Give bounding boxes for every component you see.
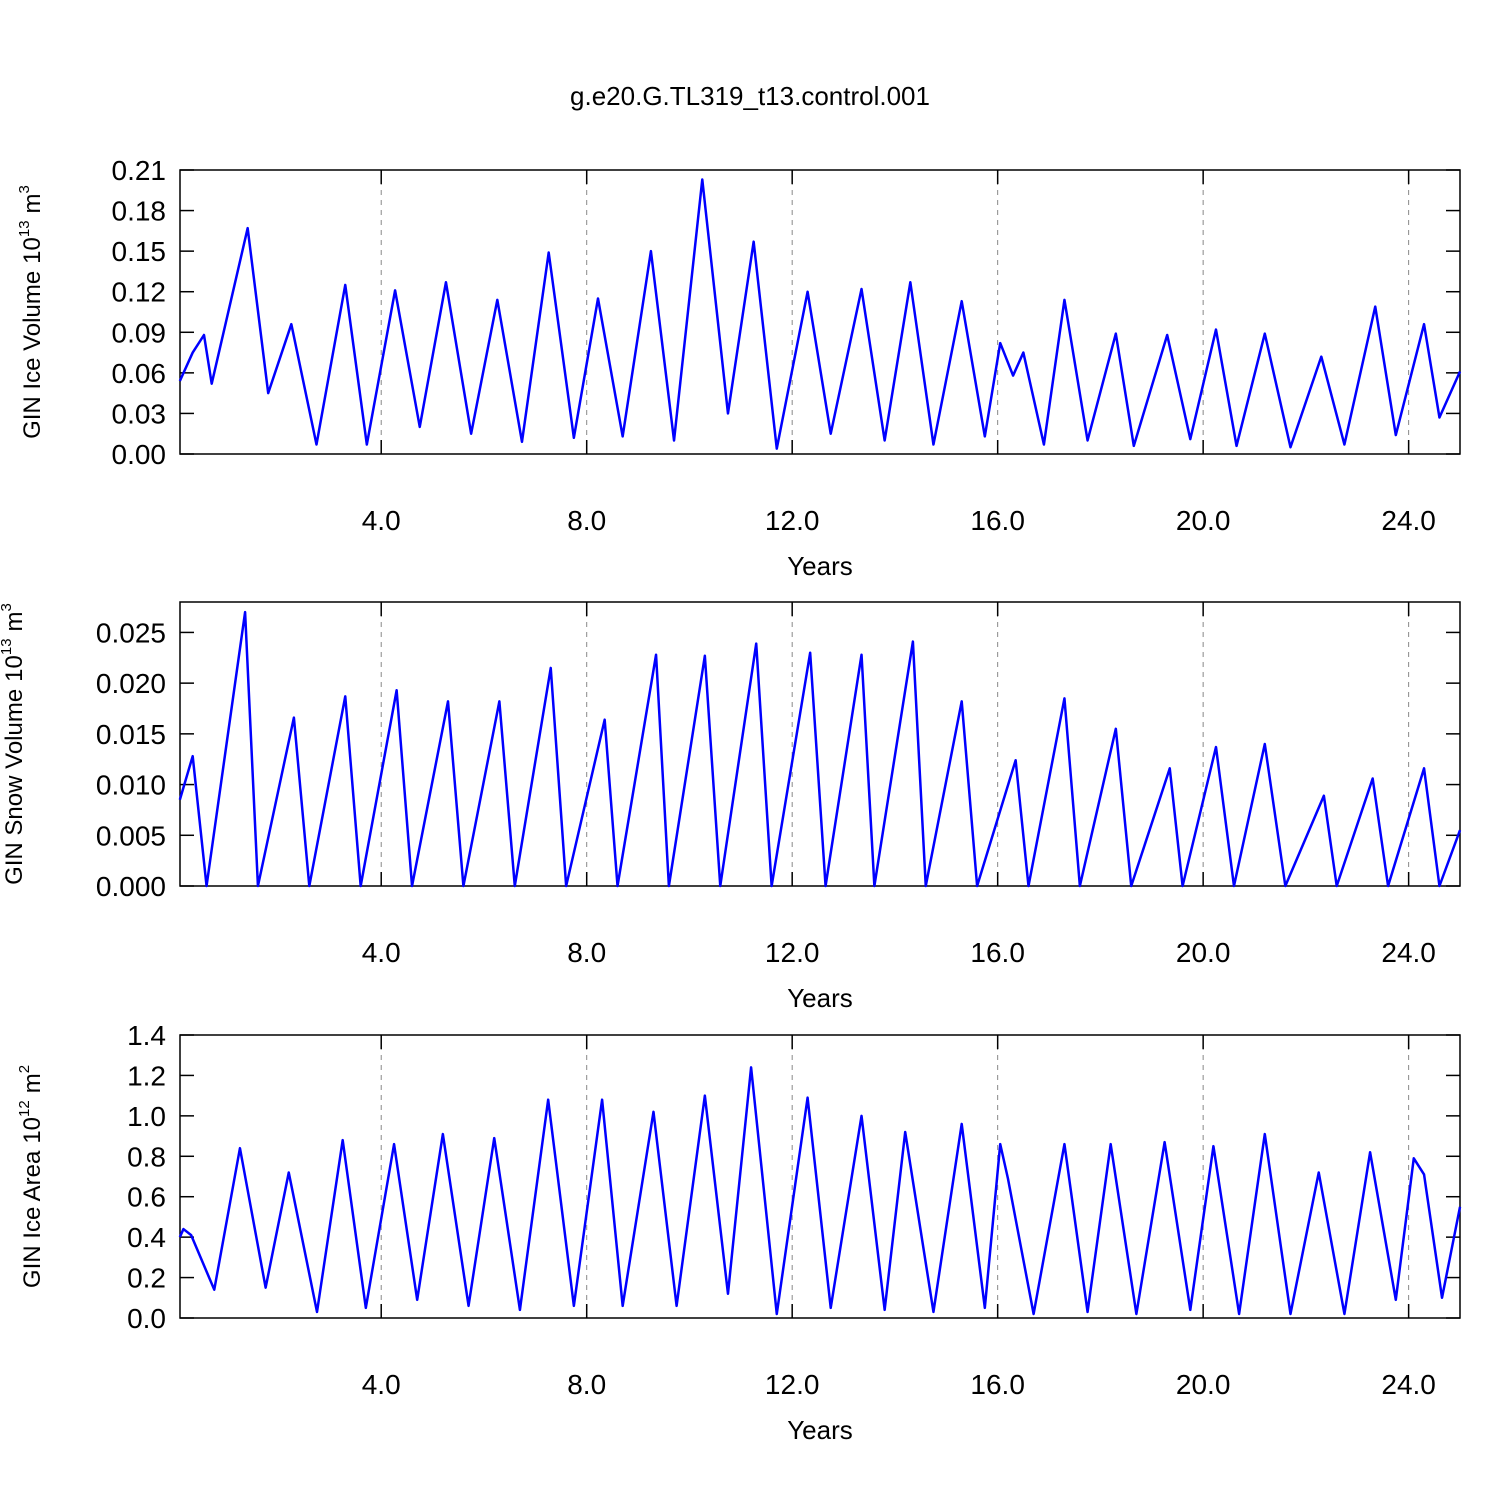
x-tick-label: 12.0: [765, 505, 820, 536]
y-tick-label: 0.015: [96, 719, 166, 750]
y-axis-unit-exp: 3: [16, 185, 33, 193]
x-tick-label: 12.0: [765, 937, 820, 968]
y-tick-label: 0.15: [112, 236, 167, 267]
plot-frame: [179, 1034, 1461, 1319]
x-tick-label: 8.0: [567, 937, 606, 968]
x-tick-label: 4.0: [362, 1369, 401, 1400]
y-axis-label-text: GIN Ice Area: [19, 1150, 46, 1288]
plot-frame: [179, 169, 1461, 455]
plot-frame: [179, 601, 1461, 887]
x-tick-label: 20.0: [1176, 505, 1231, 536]
y-tick-label: 0.000: [96, 871, 166, 902]
y-axis-unit: m: [1, 611, 28, 631]
y-axis-label: GIN Ice Volume 1013 m3: [16, 185, 46, 439]
data-line: [178, 178, 1462, 450]
data-line: [178, 610, 1462, 888]
x-tick-label: 12.0: [765, 1369, 820, 1400]
y-tick-label: 0.8: [127, 1141, 166, 1172]
y-tick-label: 1.2: [127, 1060, 166, 1091]
x-tick-label: 24.0: [1381, 1369, 1436, 1400]
y-axis-unit-base: 10: [19, 1117, 46, 1144]
x-axis-label: Years: [787, 983, 853, 1013]
x-tick-label: 24.0: [1381, 505, 1436, 536]
y-axis-unit-exp: 3: [0, 603, 15, 611]
y-tick-label: 0.005: [96, 820, 166, 851]
y-axis-label: GIN Ice Area 1012 m2: [16, 1065, 46, 1288]
y-tick-label: 0.2: [127, 1263, 166, 1294]
data-line: [178, 1066, 1462, 1316]
y-tick-label: 0.025: [96, 617, 166, 648]
y-axis-label: GIN Snow Volume 1013 m3: [0, 603, 28, 885]
y-tick-label: 0.020: [96, 668, 166, 699]
y-tick-label: 0.4: [127, 1222, 166, 1253]
y-axis-label-text: GIN Snow Volume: [1, 689, 28, 885]
y-axis-unit-base: 10: [1, 655, 28, 682]
y-axis-unit-exp: 13: [0, 638, 15, 655]
y-tick-label: 0.09: [112, 317, 167, 348]
y-axis-unit-base: 10: [19, 237, 46, 264]
y-tick-label: 0.0: [127, 1303, 166, 1334]
x-tick-label: 24.0: [1381, 937, 1436, 968]
y-tick-label: 0.12: [112, 277, 167, 308]
x-tick-label: 20.0: [1176, 1369, 1231, 1400]
y-tick-label: 0.6: [127, 1182, 166, 1213]
y-tick-label: 1.4: [127, 1020, 166, 1051]
x-tick-label: 4.0: [362, 505, 401, 536]
x-tick-label: 16.0: [970, 1369, 1025, 1400]
y-axis-unit: m: [19, 193, 46, 213]
x-axis-label: Years: [787, 1415, 853, 1445]
x-tick-label: 8.0: [567, 1369, 606, 1400]
y-axis-unit: m: [19, 1073, 46, 1093]
y-tick-label: 0.00: [112, 439, 167, 470]
x-axis-label: Years: [787, 551, 853, 581]
x-tick-label: 16.0: [970, 937, 1025, 968]
x-tick-label: 20.0: [1176, 937, 1231, 968]
x-tick-label: 16.0: [970, 505, 1025, 536]
y-tick-label: 0.18: [112, 196, 167, 227]
y-tick-label: 0.21: [112, 155, 167, 186]
y-axis-unit-exp: 12: [16, 1100, 33, 1117]
y-axis-unit-exp: 13: [16, 220, 33, 237]
y-tick-label: 0.03: [112, 398, 167, 429]
x-tick-label: 4.0: [362, 937, 401, 968]
y-tick-label: 1.0: [127, 1101, 166, 1132]
y-axis-label-text: GIN Ice Volume: [19, 271, 46, 439]
chart-title: g.e20.G.TL319_t13.control.001: [570, 81, 930, 111]
y-tick-label: 0.06: [112, 358, 167, 389]
y-tick-label: 0.010: [96, 770, 166, 801]
y-axis-unit-exp: 2: [16, 1065, 33, 1073]
x-tick-label: 8.0: [567, 505, 606, 536]
